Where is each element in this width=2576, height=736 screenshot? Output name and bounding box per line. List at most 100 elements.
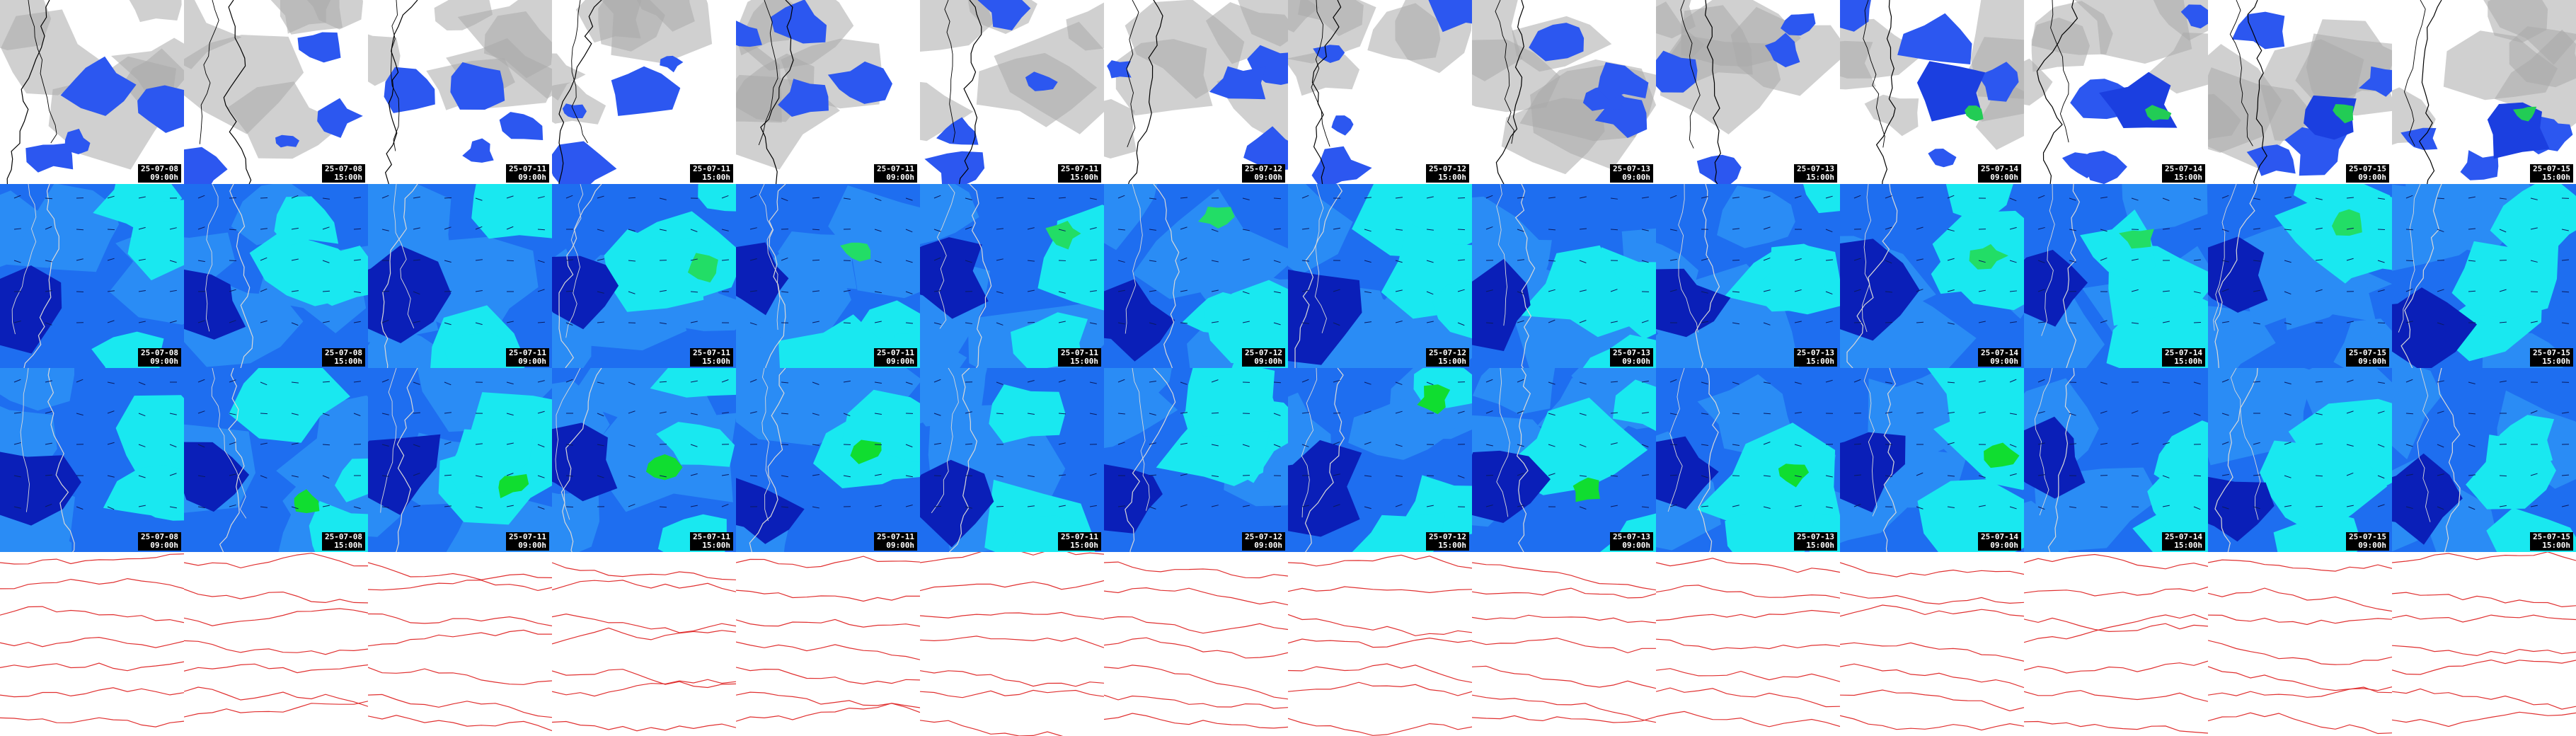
wind-vector bbox=[1669, 444, 1678, 446]
wind-vector bbox=[749, 258, 757, 261]
wind-vector bbox=[1426, 229, 1434, 231]
timestamp-label: 25-07-14 15:00h bbox=[2162, 348, 2205, 367]
wind-vector bbox=[628, 229, 636, 232]
wind-vector bbox=[2193, 291, 2201, 294]
map-canvas bbox=[0, 368, 184, 552]
wind-vector bbox=[444, 322, 452, 326]
timestamp-label: 25-07-14 09:00h bbox=[1978, 348, 2021, 367]
isobar bbox=[1840, 604, 2024, 617]
wind-zone bbox=[1696, 422, 1840, 544]
timestamp-time: 09:00h bbox=[1990, 541, 2018, 550]
wind-vector bbox=[2346, 505, 2354, 507]
isobar bbox=[736, 619, 920, 628]
wind-vector bbox=[1885, 226, 1892, 230]
wind-vector bbox=[537, 506, 545, 510]
precip-area bbox=[1311, 146, 1372, 184]
wind-vector bbox=[781, 381, 789, 384]
isobar bbox=[2208, 587, 2392, 612]
isobar bbox=[2024, 614, 2208, 643]
timestamp-date: 25-07-11 bbox=[509, 532, 546, 541]
wind-vector bbox=[905, 504, 913, 507]
isobar bbox=[2392, 592, 2576, 608]
wind-vector bbox=[169, 260, 177, 263]
map-canvas bbox=[368, 368, 552, 552]
timestamp-date: 25-07-11 bbox=[1061, 532, 1098, 541]
wind-vector bbox=[45, 226, 52, 230]
isobar bbox=[1104, 694, 1288, 709]
wind-vector bbox=[2468, 474, 2476, 476]
map-canvas bbox=[1288, 0, 1472, 184]
wind-vector bbox=[381, 379, 389, 383]
isobar bbox=[736, 556, 920, 568]
wind-vector bbox=[1916, 289, 1924, 292]
wind-vector bbox=[1242, 444, 1250, 447]
wind-vector bbox=[690, 258, 698, 261]
wind-vector bbox=[322, 197, 330, 200]
wind-vector bbox=[1485, 289, 1493, 292]
wind-vector bbox=[1517, 229, 1524, 232]
wind-vector bbox=[1058, 197, 1066, 199]
timestamp-date: 25-07-15 bbox=[2533, 348, 2570, 357]
wind-vector bbox=[905, 381, 913, 385]
wind-vector bbox=[2405, 506, 2413, 510]
wind-peak bbox=[850, 439, 882, 464]
wind-vector bbox=[169, 473, 177, 476]
isobar bbox=[920, 552, 1104, 563]
wind-vector bbox=[1485, 195, 1493, 199]
map-canvas bbox=[736, 0, 920, 184]
wind-vector bbox=[537, 444, 545, 448]
wind-vector bbox=[1180, 289, 1188, 292]
map-panel-pressure bbox=[1288, 552, 1472, 736]
map-canvas bbox=[1656, 552, 1840, 736]
wind-vector bbox=[2561, 505, 2569, 507]
wind-vector bbox=[933, 257, 941, 261]
wind-vector bbox=[45, 410, 52, 414]
wind-vector bbox=[2009, 197, 2017, 202]
cloud-area bbox=[1472, 39, 1560, 113]
wind-zone bbox=[1725, 507, 1812, 552]
wind-zone bbox=[920, 459, 994, 548]
map-panel-wind-850: 25-07-13 15:00h bbox=[1656, 184, 1840, 368]
wind-vector bbox=[107, 506, 115, 510]
precip-area bbox=[936, 117, 979, 145]
wind-vector bbox=[1701, 321, 1708, 323]
wind-vector bbox=[2530, 410, 2538, 414]
wind-vector bbox=[1364, 260, 1372, 263]
wind-vector bbox=[260, 475, 268, 479]
wind-vector bbox=[1794, 381, 1802, 385]
wind-vector bbox=[229, 289, 236, 292]
wind-vector bbox=[1978, 260, 1986, 263]
wind-vector bbox=[138, 258, 146, 261]
precip-area bbox=[1840, 0, 1871, 32]
wind-vector bbox=[628, 444, 636, 447]
wind-vector bbox=[291, 442, 299, 445]
wind-vector bbox=[2253, 289, 2260, 292]
wind-vector bbox=[1641, 474, 1649, 476]
wind-vector bbox=[1426, 260, 1434, 263]
wind-vector bbox=[2315, 381, 2323, 383]
wind-zone bbox=[1104, 184, 1158, 251]
wind-vector bbox=[353, 291, 361, 294]
wind-vector bbox=[45, 474, 53, 476]
wind-vector bbox=[843, 197, 851, 200]
wind-zone bbox=[2208, 476, 2275, 542]
wind-zone bbox=[920, 184, 979, 244]
wind-zone bbox=[405, 236, 539, 342]
wind-vector bbox=[107, 442, 115, 445]
wind-vector bbox=[1395, 260, 1403, 263]
wind-vector bbox=[2530, 321, 2538, 323]
wind-vector bbox=[1794, 444, 1802, 447]
wind-vector bbox=[2437, 322, 2444, 326]
wind-vector bbox=[1027, 475, 1035, 478]
wind-vector bbox=[1058, 291, 1066, 294]
isobar bbox=[1472, 637, 1656, 654]
timestamp-label: 25-07-15 09:00h bbox=[2346, 348, 2389, 367]
wind-vector bbox=[107, 381, 115, 384]
timestamp-time: 15:00h bbox=[2542, 173, 2570, 182]
isobar bbox=[1104, 587, 1288, 606]
wind-vector bbox=[1978, 475, 1986, 478]
wind-vector bbox=[197, 379, 205, 383]
wind-vector bbox=[2069, 413, 2076, 416]
wind-vector bbox=[2405, 379, 2413, 383]
timestamp-date: 25-07-08 bbox=[325, 532, 362, 541]
